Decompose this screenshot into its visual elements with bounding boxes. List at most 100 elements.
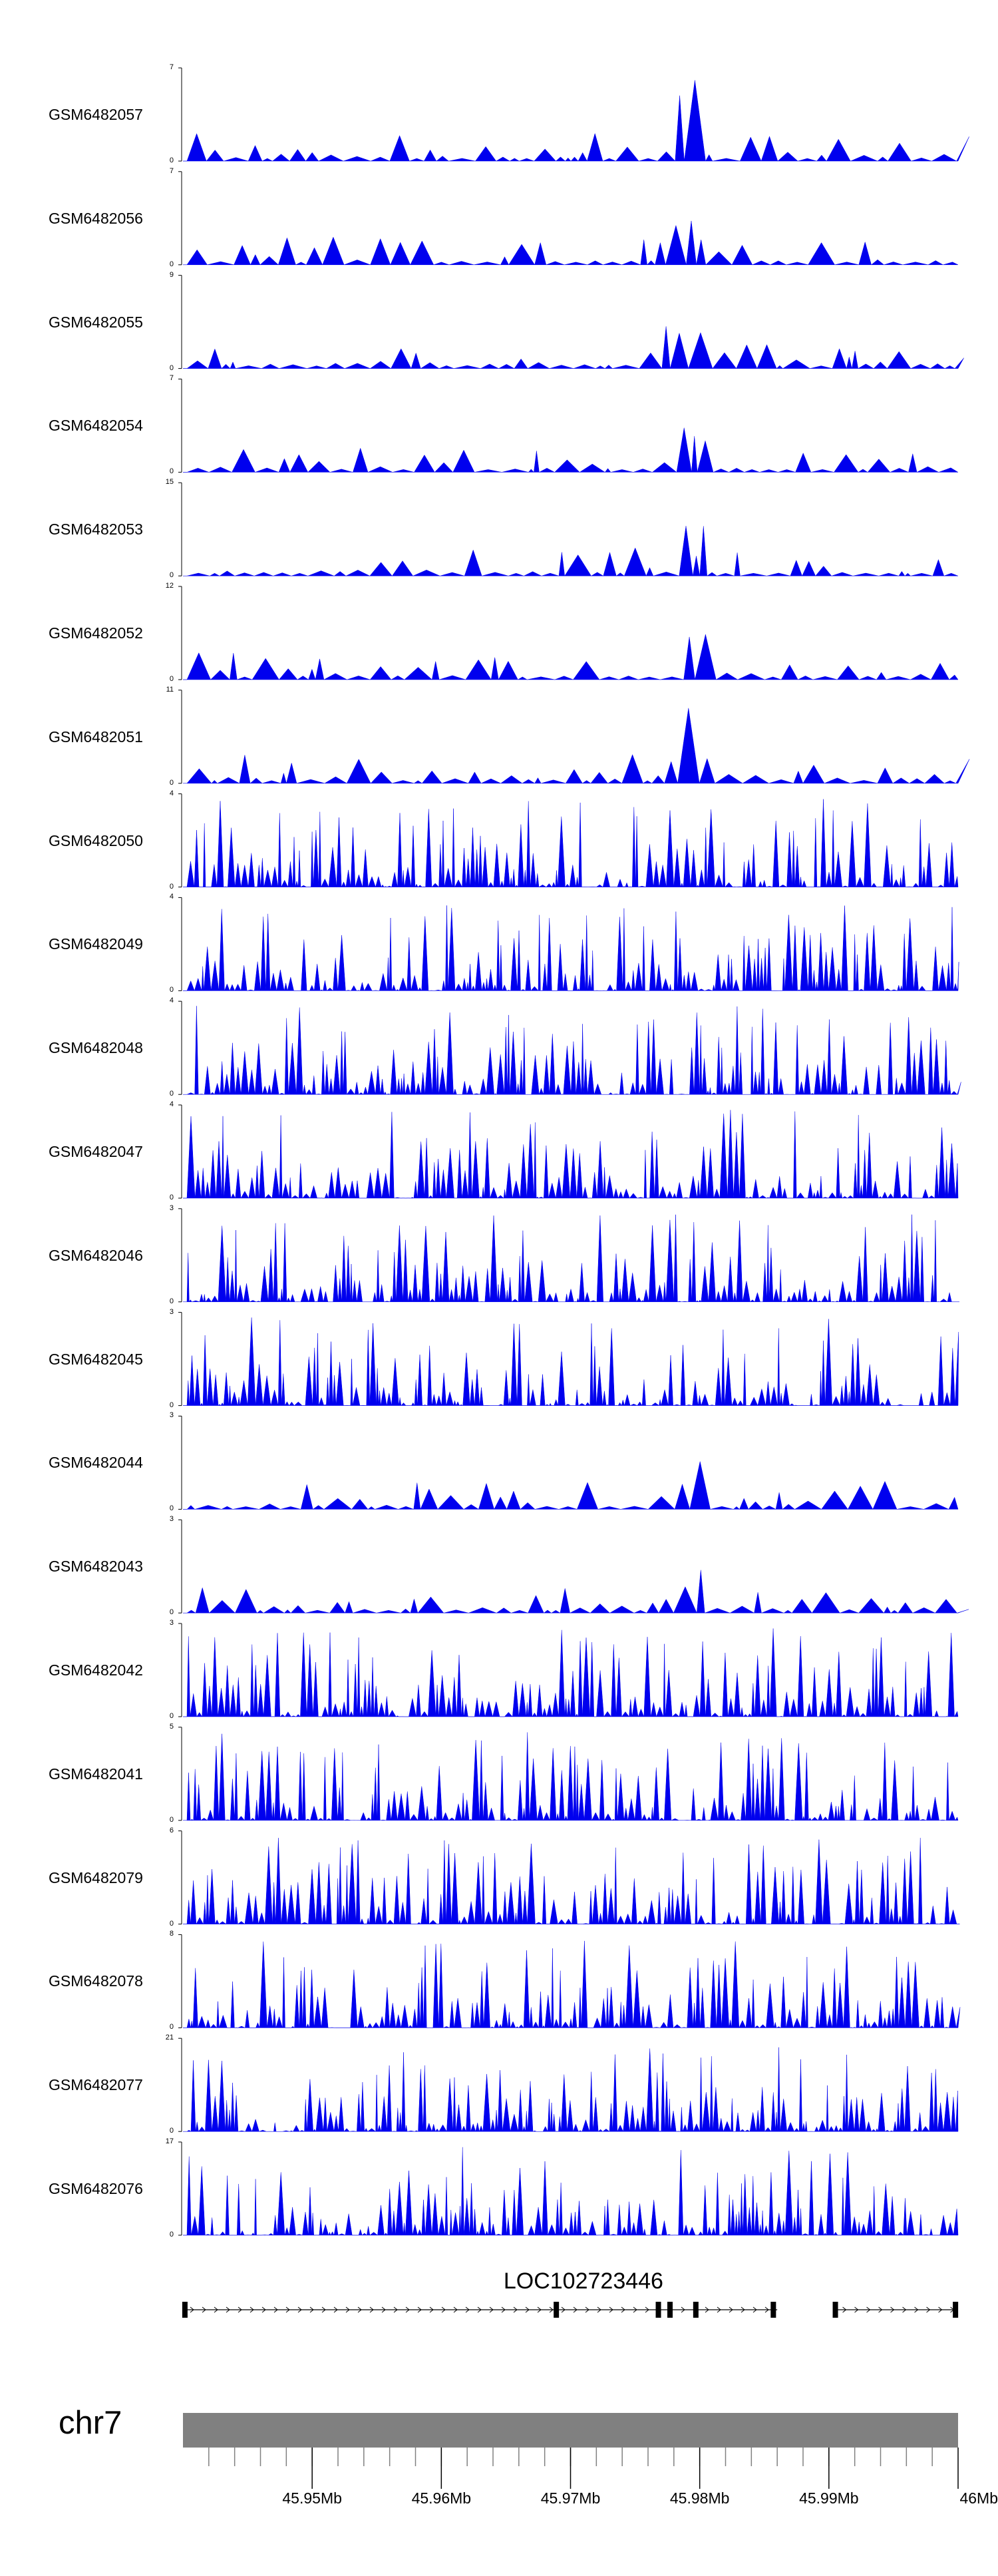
track-label: GSM6482057 <box>49 106 143 123</box>
strand-arrow <box>854 2306 859 2313</box>
track-signal-area <box>183 1940 961 2029</box>
exon-block <box>554 2302 560 2318</box>
strand-arrow <box>333 2306 338 2313</box>
track-ymin-label: 0 <box>169 156 174 164</box>
strand-arrow <box>729 2306 733 2313</box>
track-signal-area <box>183 526 959 576</box>
track-ymin-label: 0 <box>169 1090 174 1098</box>
track-label: GSM6482045 <box>49 1350 143 1368</box>
track-ymax-label: 4 <box>169 789 174 797</box>
track-ymax-label: 21 <box>165 2034 174 2042</box>
track-label: GSM6482048 <box>49 1039 143 1057</box>
track-GSM6482051 <box>178 690 970 784</box>
track-label: GSM6482047 <box>49 1143 143 1160</box>
track-label: GSM6482079 <box>49 1868 143 1886</box>
track-ymax-label: 17 <box>165 2137 174 2145</box>
chromosome-axis <box>183 2413 959 2489</box>
strand-arrow <box>453 2306 458 2313</box>
strand-arrow <box>309 2306 314 2313</box>
track-signal-area <box>183 427 959 473</box>
strand-arrow <box>645 2306 649 2313</box>
track-ymax-label: 11 <box>166 685 174 694</box>
track-GSM6482056 <box>178 171 959 266</box>
x-tick-label: 46Mb <box>959 2489 998 2507</box>
strand-arrow <box>489 2306 494 2313</box>
track-signal-area <box>183 1006 961 1096</box>
strand-arrow <box>369 2306 374 2313</box>
track-ymin-label: 0 <box>169 1504 174 1513</box>
track-GSM6482042 <box>178 1623 959 1717</box>
strand-arrow <box>525 2306 530 2313</box>
track-ymax-label: 4 <box>169 1100 174 1108</box>
track-ymin-label: 0 <box>169 2231 174 2239</box>
strand-arrow <box>681 2306 685 2313</box>
track-ymax-label: 7 <box>169 374 174 383</box>
track-GSM6482055 <box>178 275 964 369</box>
exon-block <box>832 2302 838 2318</box>
strand-arrow <box>705 2306 709 2313</box>
track-signal-area <box>183 799 959 888</box>
track-ymin-label: 0 <box>169 1400 174 1409</box>
track-signal-area <box>183 708 970 784</box>
track-ymax-label: 8 <box>169 1930 174 1938</box>
track-GSM6482077 <box>178 2038 959 2133</box>
track-ymax-label: 7 <box>169 166 174 175</box>
x-tick-label: 45.96Mb <box>411 2489 472 2507</box>
track-GSM6482046 <box>178 1208 959 1303</box>
track-signal-area <box>183 634 959 680</box>
strand-arrow <box>938 2306 943 2313</box>
strand-arrow <box>573 2306 578 2313</box>
strand-arrow <box>633 2306 637 2313</box>
track-signal-area <box>183 326 964 369</box>
track-GSM6482043 <box>178 1519 969 1614</box>
track-ymin-label: 0 <box>169 2023 174 2032</box>
track-label: GSM6482046 <box>49 1246 143 1264</box>
track-GSM6482057 <box>178 67 969 162</box>
track-GSM6482050 <box>178 793 959 888</box>
strand-arrow <box>226 2306 230 2313</box>
track-GSM6482078 <box>178 1934 961 2029</box>
strand-arrow <box>609 2306 613 2313</box>
strand-arrow <box>914 2306 919 2313</box>
strand-arrow <box>764 2306 769 2313</box>
track-GSM6482047 <box>178 1104 959 1199</box>
track-GSM6482049 <box>178 897 959 992</box>
track-label: GSM6482078 <box>49 1972 143 1990</box>
track-signal-area <box>183 1732 959 1821</box>
track-GSM6482054 <box>178 378 959 473</box>
strand-arrow <box>741 2306 745 2313</box>
strand-arrow <box>465 2306 470 2313</box>
x-tick-label: 45.95Mb <box>282 2489 342 2507</box>
strand-arrow <box>752 2306 757 2313</box>
exon-block <box>667 2302 673 2318</box>
track-label: GSM6482049 <box>49 935 143 953</box>
strand-arrow <box>345 2306 350 2313</box>
track-label: GSM6482055 <box>49 313 143 331</box>
strand-arrow <box>585 2306 589 2313</box>
strand-arrow <box>717 2306 721 2313</box>
strand-arrow <box>429 2306 434 2313</box>
gene-name-label: LOC102723446 <box>503 2268 663 2294</box>
strand-arrow <box>250 2306 254 2313</box>
track-ymax-label: 15 <box>165 478 174 487</box>
track-signal-area <box>183 905 959 992</box>
track-ymax-label: 7 <box>169 63 174 71</box>
track-label: GSM6482054 <box>49 417 143 435</box>
track-label: GSM6482051 <box>49 728 143 746</box>
track-GSM6482079 <box>178 1830 960 1925</box>
strand-arrow <box>441 2306 446 2313</box>
strand-arrow <box>202 2306 206 2313</box>
strand-arrow <box>597 2306 601 2313</box>
track-ymin-label: 0 <box>169 1815 174 1824</box>
track-signal-area <box>183 1570 969 1614</box>
track-label: GSM6482043 <box>49 1558 143 1576</box>
x-tick-label: 45.97Mb <box>540 2489 601 2507</box>
strand-arrow <box>477 2306 482 2313</box>
track-ymax-label: 3 <box>169 1203 174 1212</box>
strand-arrow <box>238 2306 242 2313</box>
track-label: GSM6482044 <box>49 1454 143 1472</box>
strand-arrow <box>405 2306 410 2313</box>
strand-arrow <box>926 2306 931 2313</box>
track-ymax-label: 3 <box>169 1307 174 1316</box>
x-tick-label: 45.98Mb <box>669 2489 730 2507</box>
